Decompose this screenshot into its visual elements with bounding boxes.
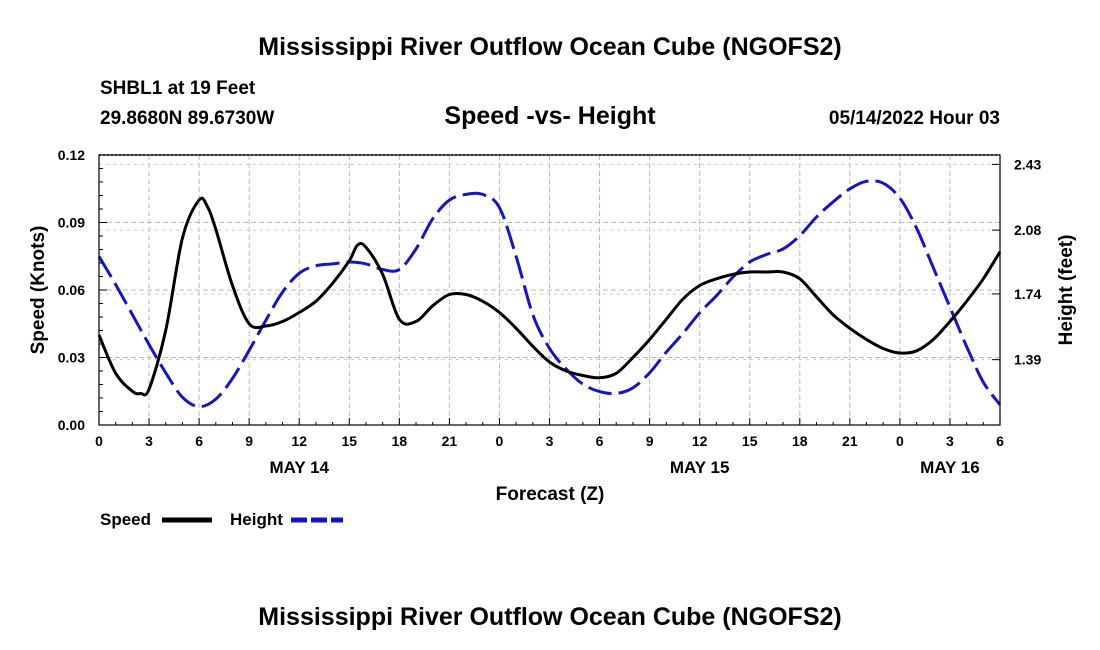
x-tick-label: 6 (195, 433, 203, 449)
legend-label-height: Height (230, 510, 283, 529)
x-tick-label: 21 (842, 433, 858, 449)
x-tick-label: 12 (291, 433, 307, 449)
x-tick-label: 0 (496, 433, 504, 449)
y-left-tick-label: 0.03 (58, 350, 85, 366)
y-left-tick-label: 0.12 (58, 147, 85, 163)
series-line-height (97, 179, 1002, 409)
y-axis-right-label: Height (feet) (1056, 235, 1077, 346)
x-tick-label: 21 (442, 433, 458, 449)
station-label: SHBL1 at 19 Feet (100, 78, 256, 99)
series-line-speed (97, 196, 1002, 397)
legend-label-speed: Speed (100, 510, 151, 529)
date-label: MAY 15 (670, 458, 730, 477)
series-group (97, 179, 1002, 409)
y-axis-left-label: Speed (Knots) (28, 226, 49, 355)
x-tick-label: 0 (896, 433, 904, 449)
x-tick-label: 18 (392, 433, 408, 449)
x-tick-label: 9 (245, 433, 253, 449)
y-right-tick-label: 2.08 (1014, 222, 1041, 238)
chart-subtitle: Speed -vs- Height (444, 102, 656, 130)
x-axis-label: Forecast (Z) (496, 484, 605, 505)
date-label: MAY 14 (269, 458, 329, 477)
y-right-tick-label: 2.43 (1014, 156, 1041, 172)
x-tick-label: 3 (145, 433, 153, 449)
x-tick-label: 12 (692, 433, 708, 449)
x-tick-label: 0 (95, 433, 103, 449)
datetime-label: 05/14/2022 Hour 03 (829, 108, 1000, 129)
y-left-tick-label: 0.00 (58, 417, 85, 433)
x-tick-label: 6 (596, 433, 604, 449)
x-tick-label: 3 (546, 433, 554, 449)
x-tick-label: 3 (946, 433, 954, 449)
x-tick-label: 9 (646, 433, 654, 449)
y-right-tick-label: 1.74 (1014, 286, 1041, 302)
chart-title: Mississippi River Outflow Ocean Cube (NG… (258, 33, 841, 61)
x-tick-label: 6 (996, 433, 1004, 449)
y-left-tick-label: 0.09 (58, 215, 85, 231)
x-tick-label: 15 (341, 433, 357, 449)
x-tick-label: 15 (742, 433, 758, 449)
y-left-tick-label: 0.06 (58, 282, 85, 298)
axis-ticks: 0 3 6 9 12 15 18 21 0 3 6 9 12 15 18 21 0 3 6 MAY 14 MAY 15 M… (58, 147, 1042, 477)
location-label: 29.8680N 89.6730W (100, 108, 274, 129)
y-right-tick-label: 1.39 (1014, 352, 1041, 368)
chart-title-repeat: Mississippi River Outflow Ocean Cube (NG… (258, 603, 841, 631)
x-tick-label: 18 (792, 433, 808, 449)
date-label: MAY 16 (920, 458, 980, 477)
legend: Speed Height (100, 510, 343, 529)
